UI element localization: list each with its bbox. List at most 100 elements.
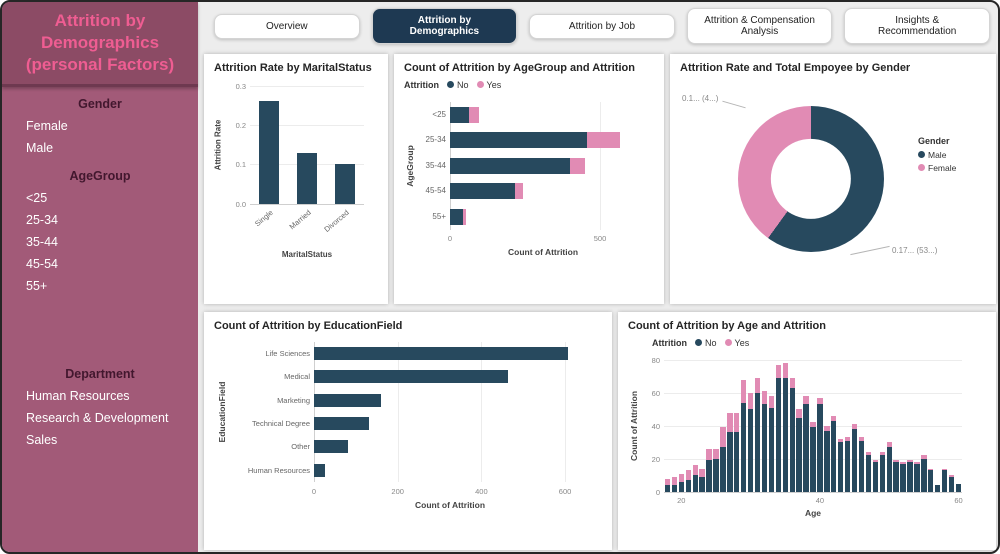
hist-bar-yes-age-29[interactable] [741,379,747,403]
bar-life-sciences[interactable] [314,346,568,360]
hist-bar-yes-age-26[interactable] [720,427,726,448]
legend-item-no[interactable]: No [695,338,717,348]
hist-bar-no-age-53[interactable] [907,462,913,492]
hist-bar-no-age-58[interactable] [942,470,948,492]
hist-bar-yes-age-27[interactable] [727,412,733,433]
sidebar-item-human-resources[interactable]: Human Resources [26,389,130,404]
hist-bar-no-age-52[interactable] [900,463,906,492]
hist-bar-yes-age-36[interactable] [789,377,795,388]
hist-bar-yes-age-44[interactable] [844,437,851,441]
hist-bar-yes-age-56[interactable] [928,468,934,471]
hist-bar-yes-age-59[interactable] [948,475,955,477]
legend-item-male[interactable]: Male [918,150,956,160]
hist-bar-no-age-19[interactable] [671,485,678,492]
hist-bar-no-age-54[interactable] [914,463,920,492]
hist-bar-no-age-27[interactable] [727,432,733,492]
hist-bar-yes-age-50[interactable] [886,442,892,448]
hist-bar-yes-age-20[interactable] [678,473,684,482]
hist-bar-yes-age-43[interactable] [838,438,844,443]
hist-bar-yes-age-55[interactable] [921,455,927,459]
bar-segment-yes-25-34[interactable] [586,132,621,149]
hist-bar-no-age-55[interactable] [921,458,927,492]
hist-bar-yes-age-54[interactable] [914,462,920,464]
hist-bar-no-age-39[interactable] [810,427,816,492]
hist-bar-yes-age-21[interactable] [685,470,691,481]
hist-bar-no-age-26[interactable] [720,447,726,492]
bar-segment-no-25[interactable] [450,106,469,123]
hist-bar-yes-age-41[interactable] [824,425,830,431]
bar-technical-degree[interactable] [314,416,370,430]
hist-bar-no-age-45[interactable] [851,429,858,492]
hist-bar-yes-age-30[interactable] [747,392,754,410]
bar-human-resources[interactable] [314,463,326,477]
sidebar-item-55[interactable]: 55+ [26,279,48,294]
hist-bar-no-age-56[interactable] [928,470,934,492]
legend-item-yes[interactable]: Yes [476,80,501,90]
hist-bar-no-age-46[interactable] [858,440,865,492]
hist-bar-no-age-40[interactable] [817,404,823,492]
legend-item-female[interactable]: Female [918,163,956,173]
hist-bar-no-age-21[interactable] [685,480,691,492]
hist-bar-no-age-41[interactable] [824,430,830,492]
hist-bar-yes-age-52[interactable] [900,462,906,464]
hist-bar-no-age-23[interactable] [699,476,705,492]
tab-attrition-by-demographics[interactable]: Attrition by Demographics [371,8,518,44]
tab-attrition-by-job[interactable]: Attrition by Job [529,13,675,39]
hist-bar-no-age-59[interactable] [948,476,955,492]
tab-insights-recommendation[interactable]: Insights & Recommendation [844,8,990,44]
sidebar-item-sales[interactable]: Sales [26,433,58,448]
bar-segment-no-35-44[interactable] [450,157,570,174]
hist-bar-yes-age-32[interactable] [761,391,768,405]
hist-bar-yes-age-49[interactable] [879,452,885,456]
hist-bar-no-age-49[interactable] [879,455,885,492]
hist-bar-yes-age-37[interactable] [796,409,802,418]
hist-bar-yes-age-38[interactable] [803,396,809,405]
bar-single[interactable] [259,101,279,204]
hist-bar-yes-age-25[interactable] [713,448,719,459]
hist-bar-yes-age-51[interactable] [893,460,899,463]
hist-bar-yes-age-46[interactable] [858,437,865,441]
sidebar-item-female[interactable]: Female [26,119,68,134]
hist-bar-no-age-36[interactable] [789,387,795,492]
bar-segment-no-45-54[interactable] [450,183,516,200]
tab-overview[interactable]: Overview [214,13,360,39]
sidebar-item-25-34[interactable]: 25-34 [26,213,58,228]
hist-bar-no-age-47[interactable] [865,455,872,492]
hist-bar-yes-age-18[interactable] [664,478,671,486]
hist-bar-no-age-42[interactable] [831,420,837,492]
hist-bar-yes-age-33[interactable] [768,396,775,408]
hist-bar-yes-age-24[interactable] [706,448,712,461]
hist-bar-yes-age-22[interactable] [692,465,698,476]
hist-bar-no-age-57[interactable] [935,485,941,492]
bar-marketing[interactable] [314,393,381,407]
bar-other[interactable] [314,440,349,454]
hist-bar-no-age-28[interactable] [734,432,740,492]
hist-bar-no-age-60[interactable] [955,483,962,492]
bar-divorced[interactable] [335,164,355,204]
bar-segment-yes-55[interactable] [462,208,467,225]
sidebar-item-45-54[interactable]: 45-54 [26,257,58,272]
legend-item-no[interactable]: No [447,80,469,90]
hist-bar-yes-age-23[interactable] [699,468,705,477]
hist-bar-no-age-25[interactable] [713,458,719,492]
hist-bar-no-age-38[interactable] [803,404,809,492]
hist-bar-yes-age-40[interactable] [817,397,823,405]
hist-bar-yes-age-39[interactable] [810,422,816,428]
bar-married[interactable] [297,152,317,204]
hist-bar-no-age-44[interactable] [844,440,851,492]
hist-bar-no-age-24[interactable] [706,460,712,492]
hist-bar-no-age-34[interactable] [775,377,781,492]
hist-bar-no-age-51[interactable] [893,462,899,492]
hist-bar-no-age-33[interactable] [768,407,775,492]
hist-bar-no-age-43[interactable] [838,442,844,492]
bar-segment-no-55[interactable] [450,208,463,225]
hist-bar-no-age-31[interactable] [754,392,761,492]
hist-bar-yes-age-53[interactable] [907,460,913,463]
hist-bar-yes-age-47[interactable] [865,452,872,456]
sidebar-item-25[interactable]: <25 [26,191,48,206]
hist-bar-yes-age-45[interactable] [851,424,858,430]
hist-bar-no-age-37[interactable] [796,417,802,492]
hist-bar-yes-age-42[interactable] [831,415,837,421]
hist-bar-no-age-48[interactable] [872,462,879,492]
hist-bar-yes-age-31[interactable] [754,377,761,393]
